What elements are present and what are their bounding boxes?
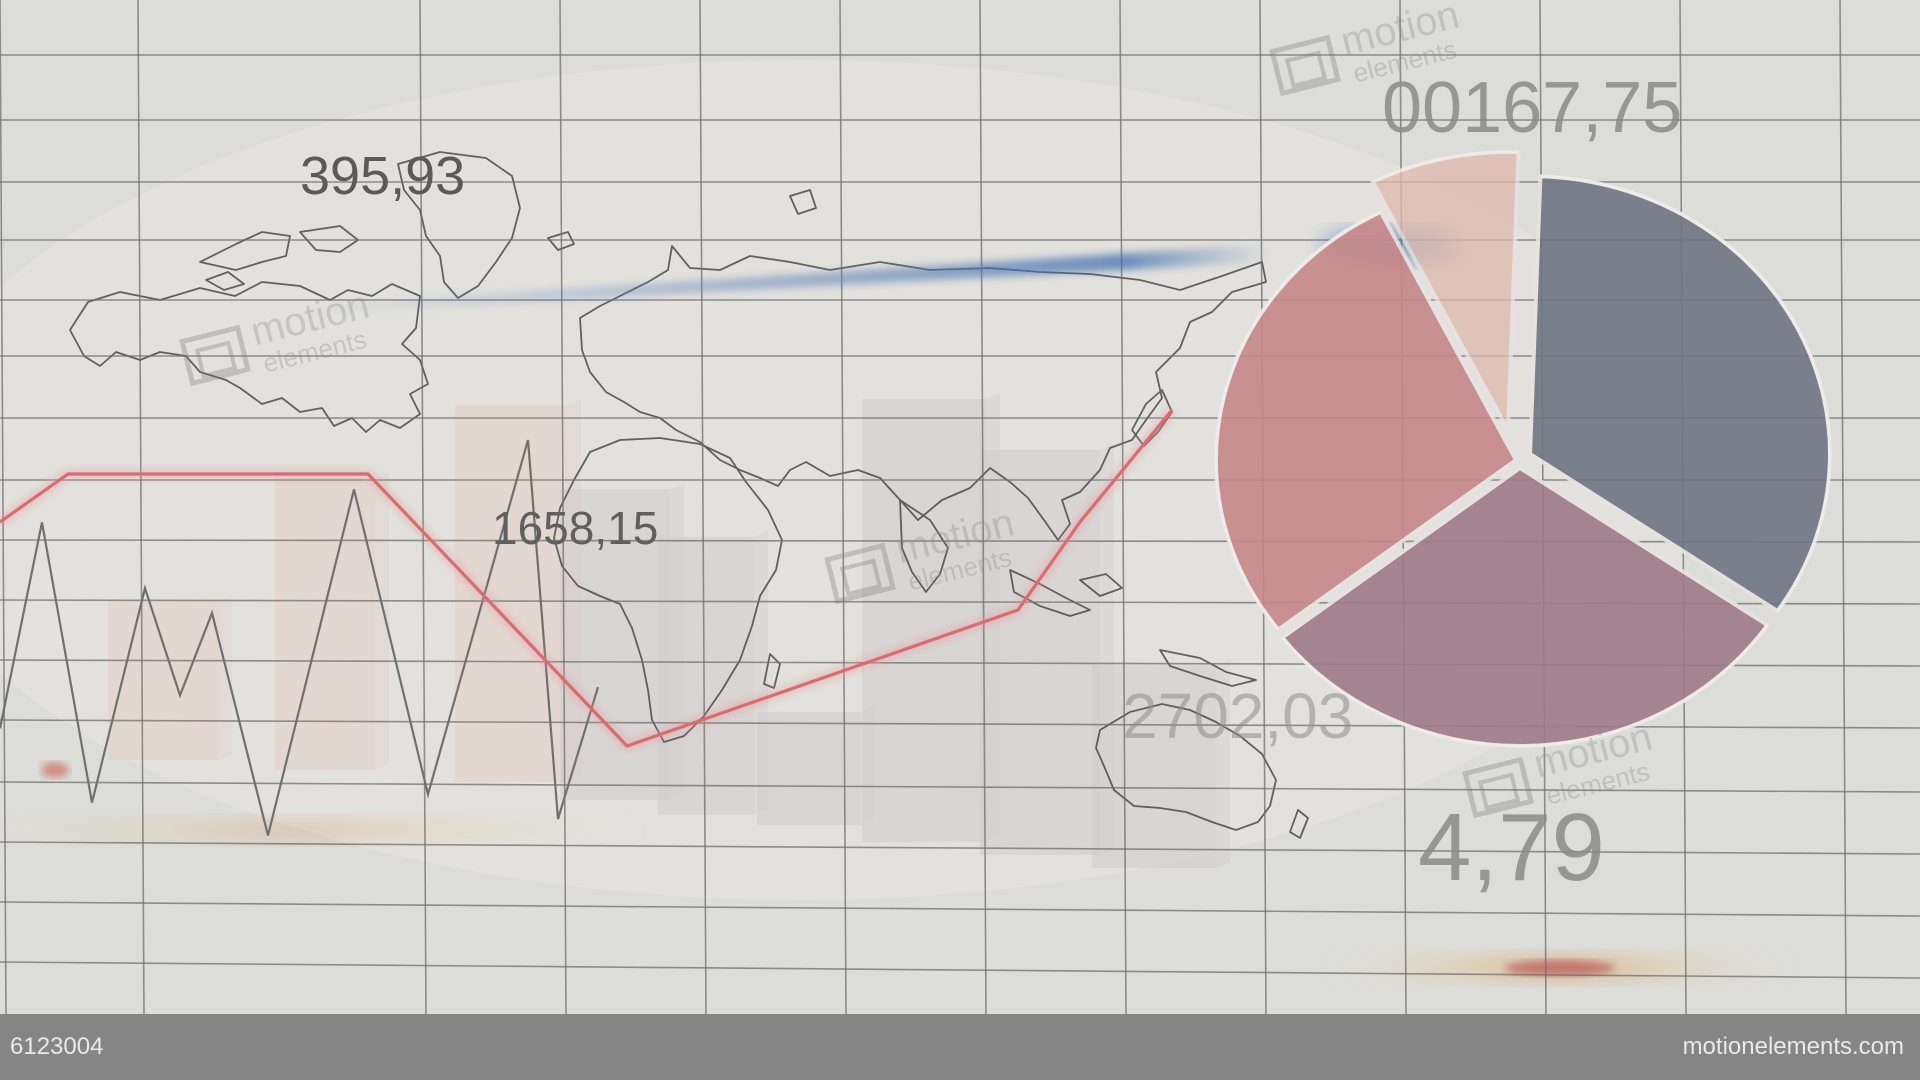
watermark-icon — [1269, 34, 1341, 97]
map-indonesia — [1009, 569, 1257, 687]
grid-line-v — [1119, 0, 1127, 1015]
grid-line-h — [0, 781, 1920, 793]
grid-lines — [0, 0, 1920, 1015]
pie-slice-rim — [1214, 210, 1382, 631]
pie-slice — [1369, 150, 1521, 438]
map-australia — [1095, 703, 1277, 831]
pie-slice — [1279, 465, 1771, 748]
value-label-4: 00167,75 — [1382, 68, 1682, 148]
grid-line-h — [0, 841, 1920, 855]
pie-slice — [1214, 209, 1519, 633]
map-madagascar — [763, 653, 781, 689]
grid-line-v — [137, 0, 145, 1015]
bar — [108, 593, 232, 760]
grid-line-v — [979, 0, 987, 1015]
pie-slice-rim — [1372, 150, 1519, 184]
map-arctic-islands — [199, 225, 359, 291]
map-svalbard — [789, 189, 817, 215]
grid-line-v — [0, 0, 7, 1015]
pie-slice-rim — [1281, 624, 1769, 748]
grid-line-h — [0, 901, 1920, 917]
value-label-1: 395,93 — [300, 146, 465, 206]
red-series-line — [0, 408, 1174, 748]
watermark-icon — [824, 542, 896, 605]
clip-id: 6123004 — [10, 1033, 104, 1060]
watermark-icon — [1462, 756, 1534, 819]
bar — [1092, 659, 1230, 868]
bar — [862, 393, 1000, 842]
site-link[interactable]: motionelements.com — [1682, 1033, 1904, 1060]
grid-line-v — [1839, 0, 1847, 1015]
grid-line-v — [839, 0, 847, 1015]
map-south-asia — [899, 499, 949, 593]
map-europe-asia — [579, 245, 1267, 541]
bar — [275, 471, 389, 770]
value-label-2: 1658,15 — [492, 502, 658, 554]
world-map-outline — [69, 151, 1309, 839]
grid-line-v — [699, 0, 707, 1015]
watermark-icon — [179, 324, 251, 387]
grid-line-h — [0, 961, 1920, 979]
footer-bar — [0, 1014, 1920, 1080]
pie-slice-rim — [1540, 174, 1832, 612]
pie-slice — [1527, 174, 1832, 614]
value-label-3: 2702,03 — [1122, 680, 1353, 752]
zigzag-series-line — [0, 439, 600, 836]
bar — [658, 530, 768, 815]
pie-chart — [1214, 150, 1832, 748]
map-new-zealand — [1289, 809, 1309, 839]
value-label-5: 4,79 — [1418, 794, 1605, 901]
